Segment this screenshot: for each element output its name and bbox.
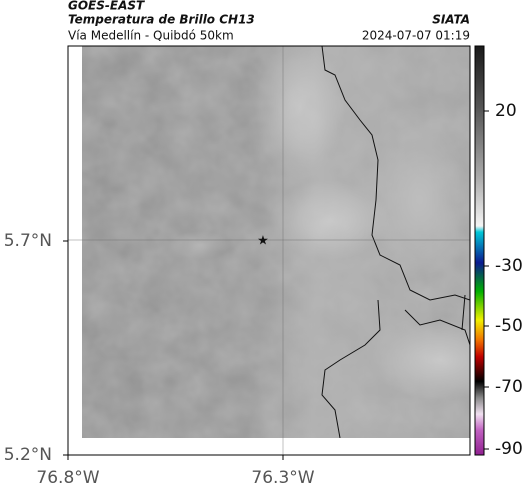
source: SIATA bbox=[432, 13, 470, 27]
colorbar bbox=[474, 45, 485, 456]
lat-label: 5.2°N bbox=[4, 445, 52, 465]
colorbar-label: 20 bbox=[495, 101, 517, 121]
lon-label: 76.8°W bbox=[36, 468, 99, 488]
colorbar-label: -50 bbox=[495, 316, 523, 336]
colorbar-label: -90 bbox=[495, 439, 523, 459]
datetime: 2024-07-07 01:19 bbox=[362, 29, 470, 43]
map-frame bbox=[67, 45, 471, 456]
product: Temperatura de Brillo CH13 bbox=[68, 13, 255, 27]
location-star: ★ bbox=[257, 234, 269, 249]
route: Vía Medellín - Quibdó 50km bbox=[68, 29, 234, 43]
lat-label: 5.7°N bbox=[4, 231, 52, 251]
colorbar-label: -70 bbox=[495, 377, 523, 397]
colorbar-label: -30 bbox=[495, 256, 523, 276]
satellite: GOES-EAST bbox=[68, 0, 145, 13]
lon-label: 76.3°W bbox=[251, 468, 314, 488]
satellite-image bbox=[82, 46, 470, 438]
